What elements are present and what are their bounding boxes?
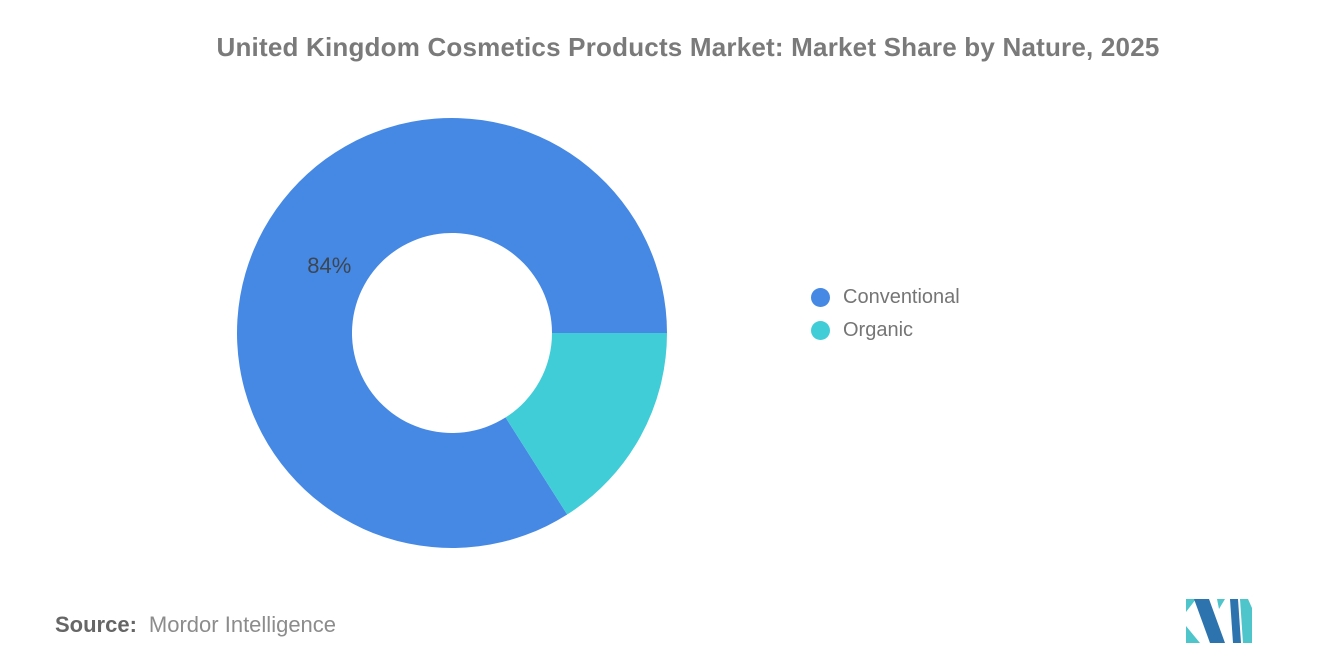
legend-item-organic[interactable]: Organic	[811, 320, 960, 340]
logo-teal-right-shape	[1240, 599, 1252, 643]
legend-swatch-organic	[811, 320, 830, 340]
mordor-intelligence-logo	[1186, 599, 1252, 643]
source-label: Source:	[55, 612, 137, 637]
legend-item-conventional[interactable]: Conventional	[811, 287, 960, 307]
logo-teal-triangle-bottom-left	[1186, 626, 1200, 643]
chart-title: United Kingdom Cosmetics Products Market…	[216, 32, 1160, 62]
pie-slice-conventional[interactable]	[237, 117, 667, 548]
logo-blue-bar	[1230, 599, 1241, 643]
logo-teal-triangle-middle	[1217, 599, 1225, 609]
legend-label: Conventional	[843, 286, 960, 308]
logo-blue-diagonal	[1194, 599, 1225, 643]
legend-label: Organic	[843, 319, 914, 341]
legend-swatch-conventional	[811, 287, 830, 307]
logo-teal-triangle-top-left	[1186, 599, 1196, 612]
source-row: Source: Mordor Intelligence	[55, 612, 336, 638]
source-value: Mordor Intelligence	[148, 612, 337, 637]
pie-slice-organic[interactable]	[505, 333, 667, 515]
slice-data-label-conventional: 84%	[307, 253, 351, 278]
chart-legend: Conventional Organic	[811, 287, 960, 340]
